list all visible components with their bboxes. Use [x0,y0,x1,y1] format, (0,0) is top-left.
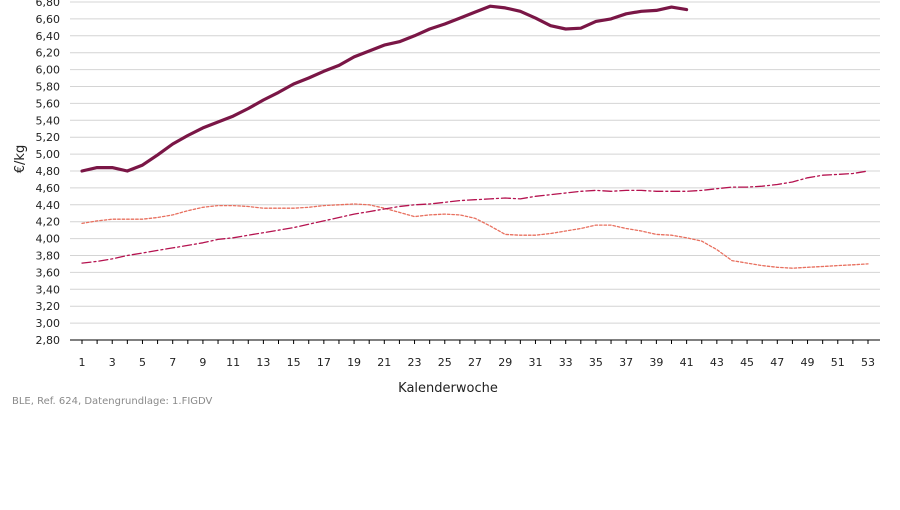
x-axis-title: Kalenderwoche [398,381,498,396]
x-tick-label: 21 [377,356,391,369]
x-tick-label: 9 [199,356,206,369]
y-tick-label: 5,00 [36,148,61,161]
x-tick-label: 15 [287,356,301,369]
x-tick-label: 31 [528,356,542,369]
y-tick-label: 4,00 [36,233,61,246]
x-tick-label: 19 [347,356,361,369]
y-tick-label: 3,80 [36,250,61,263]
x-tick-label: 3 [109,356,116,369]
x-axis: 1 3 5 7 9 11 13 15 17 19 21 23 25 27 29 31 33 35 37 39 41 43 4… [70,339,880,369]
gridlines [70,1,880,341]
x-tick-label: 33 [559,356,573,369]
x-tick-label: 27 [468,356,482,369]
source-note: BLE, Ref. 624, Datengrundlage: 1.FIGDV [12,396,213,407]
y-tick-label: 4,80 [36,165,61,178]
y-tick-label: 6,20 [36,47,61,60]
y-tick-label: 3,40 [36,283,61,296]
y-tick-label: 6,40 [36,30,61,43]
x-tick-label: 39 [649,356,663,369]
x-tick-label: 35 [589,356,603,369]
y-tick-label: 2,80 [36,334,61,347]
x-tick-label: 29 [498,356,512,369]
y-tick-label: 4,60 [36,182,61,195]
y-tick-label: 5,80 [36,81,61,94]
x-tick-label: 5 [139,356,146,369]
x-tick-label: 11 [226,356,240,369]
y-tick-label: 6,80 [36,0,61,9]
series-line-2 [81,203,869,269]
x-tick-label: 1 [79,356,86,369]
y-tick-label: 3,00 [36,317,61,330]
x-tick-label: 43 [710,356,724,369]
x-tick-label: 51 [831,356,845,369]
x-tick-label: 47 [770,356,784,369]
y-tick-label: 4,40 [36,199,61,212]
y-tick-label: 3,60 [36,266,61,279]
x-tick-label: 53 [861,356,875,369]
x-tick-label: 25 [438,356,452,369]
x-tick-label: 41 [680,356,694,369]
x-tick-label: 17 [317,356,331,369]
y-tick-label: 5,20 [36,131,61,144]
x-tick-label: 45 [740,356,754,369]
y-axis-ticks: 2,80 3,00 3,20 3,40 3,60 3,80 4,00 4,20 4,40 4,60… [36,0,61,347]
series-lines [80,4,869,269]
y-tick-label: 5,40 [36,114,61,127]
y-tick-label: 3,20 [36,300,61,313]
x-tick-label: 49 [801,356,815,369]
series-line-3 [81,170,869,264]
y-tick-label: 4,20 [36,216,61,229]
x-tick-label: 13 [256,356,270,369]
x-tick-label: 23 [408,356,422,369]
x-tick-label: 37 [619,356,633,369]
y-axis-title: €/kg [13,145,28,173]
y-tick-label: 5,60 [36,97,61,110]
series-line-1 [80,4,689,173]
x-tick-label: 7 [169,356,176,369]
y-tick-label: 6,00 [36,64,61,77]
y-tick-label: 6,60 [36,13,61,26]
